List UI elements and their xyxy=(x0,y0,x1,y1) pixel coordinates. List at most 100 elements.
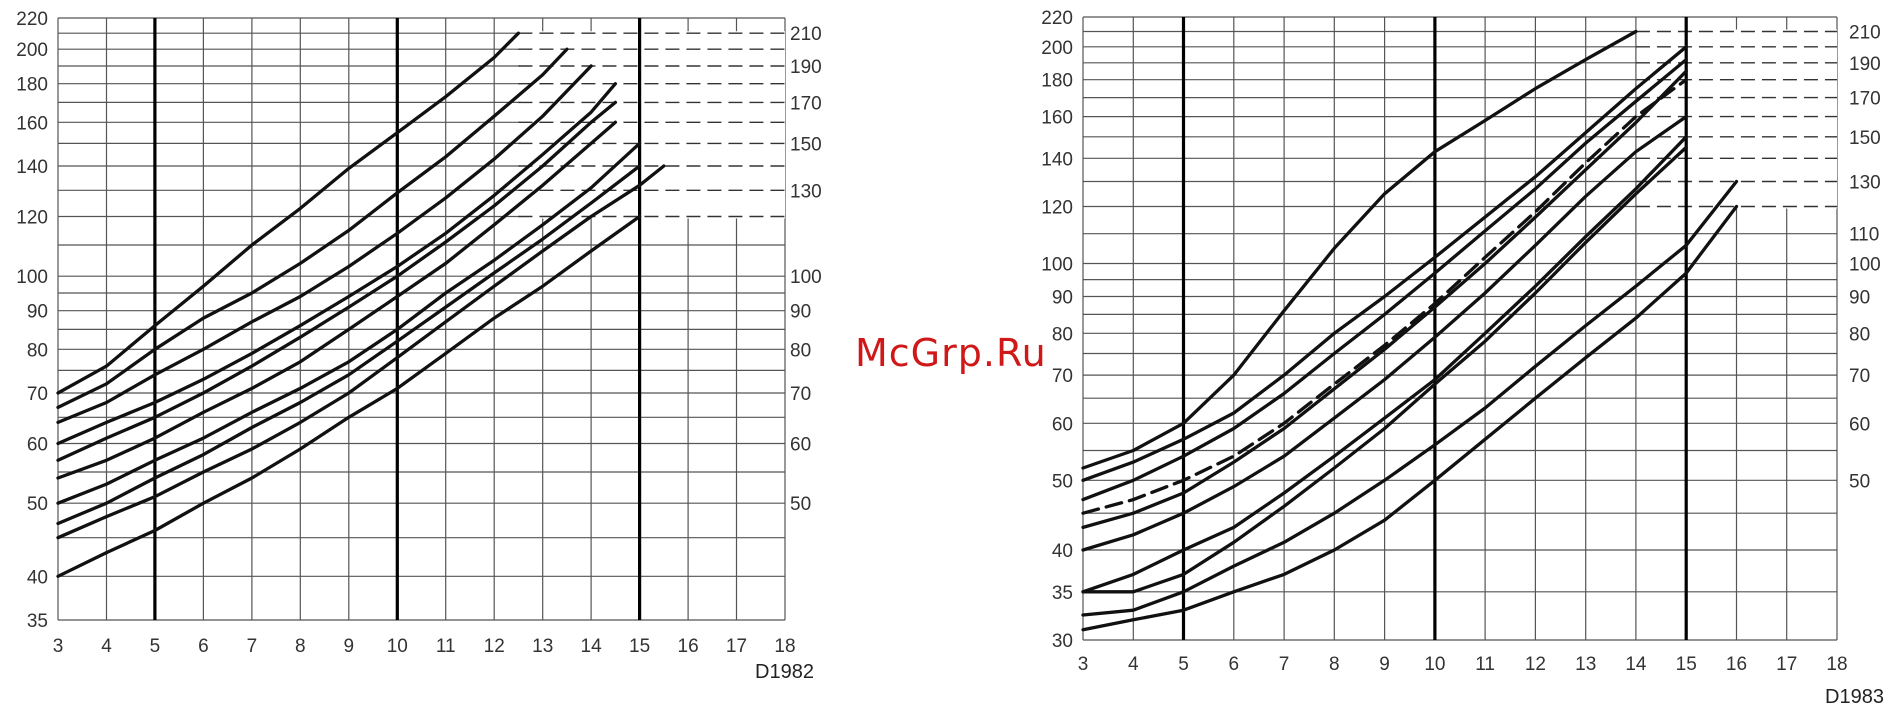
series-line xyxy=(1081,57,1688,502)
y-tick-label-right: 190 xyxy=(1849,54,1881,75)
y-tick-label-left: 200 xyxy=(16,40,48,61)
y-tick-label-left: 160 xyxy=(1041,108,1073,129)
x-tick-label: 14 xyxy=(581,636,603,657)
y-tick-label-right: 70 xyxy=(790,384,811,405)
x-tick-label: 10 xyxy=(387,636,408,657)
series-line xyxy=(56,120,618,480)
series-line xyxy=(1081,45,1688,482)
x-tick-label: 8 xyxy=(295,636,306,657)
figure-code: D1983 xyxy=(1825,686,1884,708)
series-line xyxy=(1081,145,1688,594)
series-line xyxy=(56,31,521,395)
x-tick-label: 18 xyxy=(1826,654,1847,675)
y-tick-label-right: 90 xyxy=(790,302,811,323)
y-tick-label-left: 50 xyxy=(1052,471,1073,492)
x-tick-label: 6 xyxy=(1229,654,1240,675)
x-tick-label: 15 xyxy=(629,636,650,657)
series-line xyxy=(56,164,642,526)
x-tick-label: 11 xyxy=(1475,654,1495,675)
series-line xyxy=(56,214,642,578)
x-tick-label: 15 xyxy=(1676,654,1697,675)
y-tick-label-left: 120 xyxy=(16,208,48,229)
y-tick-label-left: 30 xyxy=(1052,631,1073,652)
series-line xyxy=(1081,204,1739,632)
y-tick-label-left: 35 xyxy=(27,611,48,632)
x-tick-label: 11 xyxy=(436,636,456,657)
y-tick-label-left: 180 xyxy=(1041,71,1073,92)
chart-d1983: 3035405060708090100120140160180200220506… xyxy=(1041,8,1884,708)
x-tick-label: 9 xyxy=(344,636,355,657)
y-tick-label-right: 90 xyxy=(1849,288,1870,309)
y-tick-label-right: 50 xyxy=(1849,471,1870,492)
y-tick-label-left: 220 xyxy=(16,9,48,30)
y-tick-label-right: 100 xyxy=(1849,255,1881,276)
x-tick-label: 7 xyxy=(247,636,258,657)
x-tick-label: 14 xyxy=(1625,654,1647,675)
y-tick-label-right: 80 xyxy=(790,340,811,361)
y-tick-label-left: 80 xyxy=(1052,324,1073,345)
x-tick-label: 7 xyxy=(1279,654,1290,675)
series-line xyxy=(1081,179,1739,617)
series-line xyxy=(56,164,666,540)
x-tick-label: 6 xyxy=(198,636,209,657)
y-tick-label-left: 50 xyxy=(27,494,48,515)
x-tick-label: 5 xyxy=(1178,654,1189,675)
figure-code: D1982 xyxy=(755,661,814,683)
x-tick-label: 9 xyxy=(1379,654,1390,675)
y-tick-label-left: 100 xyxy=(16,267,48,288)
series-line xyxy=(1081,135,1688,594)
x-tick-label: 13 xyxy=(532,636,553,657)
y-tick-label-right: 130 xyxy=(1849,173,1881,194)
y-tick-label-left: 120 xyxy=(1041,198,1073,219)
series-line xyxy=(56,64,593,425)
y-tick-label-right: 80 xyxy=(1849,324,1870,345)
x-tick-label: 12 xyxy=(484,636,505,657)
watermark: McGrp.Ru xyxy=(855,331,1047,375)
x-tick-label: 18 xyxy=(774,636,795,657)
y-tick-label-left: 180 xyxy=(16,75,48,96)
x-tick-label: 4 xyxy=(101,636,112,657)
y-tick-label-left: 140 xyxy=(1041,149,1073,170)
y-tick-label-right: 50 xyxy=(790,494,811,515)
x-tick-label: 3 xyxy=(53,636,64,657)
y-tick-label-left: 200 xyxy=(1041,38,1073,59)
y-tick-label-left: 60 xyxy=(27,435,48,456)
x-tick-label: 12 xyxy=(1525,654,1546,675)
x-tick-label: 5 xyxy=(150,636,161,657)
series-line xyxy=(56,141,642,505)
y-tick-label-left: 60 xyxy=(1052,414,1073,435)
y-tick-label-right: 60 xyxy=(790,435,811,456)
series-line xyxy=(1081,29,1638,470)
chart-d1982: 3540506070809010012014016018020022050607… xyxy=(16,9,821,683)
x-tick-label: 4 xyxy=(1128,654,1139,675)
x-tick-label: 10 xyxy=(1424,654,1445,675)
y-tick-label-left: 80 xyxy=(27,340,48,361)
y-tick-label-right: 190 xyxy=(790,57,822,78)
y-tick-label-right: 170 xyxy=(790,93,822,114)
y-tick-label-left: 70 xyxy=(27,384,48,405)
x-tick-label: 16 xyxy=(678,636,699,657)
x-tick-label: 16 xyxy=(1726,654,1747,675)
series-line xyxy=(1081,114,1688,552)
series-line xyxy=(56,47,569,410)
series-line xyxy=(1081,69,1688,530)
x-tick-label: 8 xyxy=(1329,654,1340,675)
y-tick-label-right: 150 xyxy=(1849,128,1881,149)
y-tick-label-right: 110 xyxy=(1849,225,1879,246)
y-tick-label-left: 100 xyxy=(1041,255,1073,276)
y-tick-label-left: 40 xyxy=(27,567,48,588)
y-tick-label-left: 160 xyxy=(16,113,48,134)
y-tick-label-right: 130 xyxy=(790,181,822,202)
y-tick-label-left: 40 xyxy=(1052,541,1073,562)
y-tick-label-right: 170 xyxy=(1849,89,1881,110)
y-tick-label-left: 35 xyxy=(1052,583,1073,604)
x-tick-label: 3 xyxy=(1078,654,1089,675)
y-tick-label-right: 150 xyxy=(790,134,822,155)
y-tick-label-right: 210 xyxy=(1849,23,1881,44)
y-tick-label-right: 60 xyxy=(1849,414,1870,435)
y-tick-label-right: 70 xyxy=(1849,366,1870,387)
x-tick-label: 17 xyxy=(726,636,747,657)
x-tick-label: 17 xyxy=(1776,654,1797,675)
y-tick-label-left: 220 xyxy=(1041,8,1073,29)
